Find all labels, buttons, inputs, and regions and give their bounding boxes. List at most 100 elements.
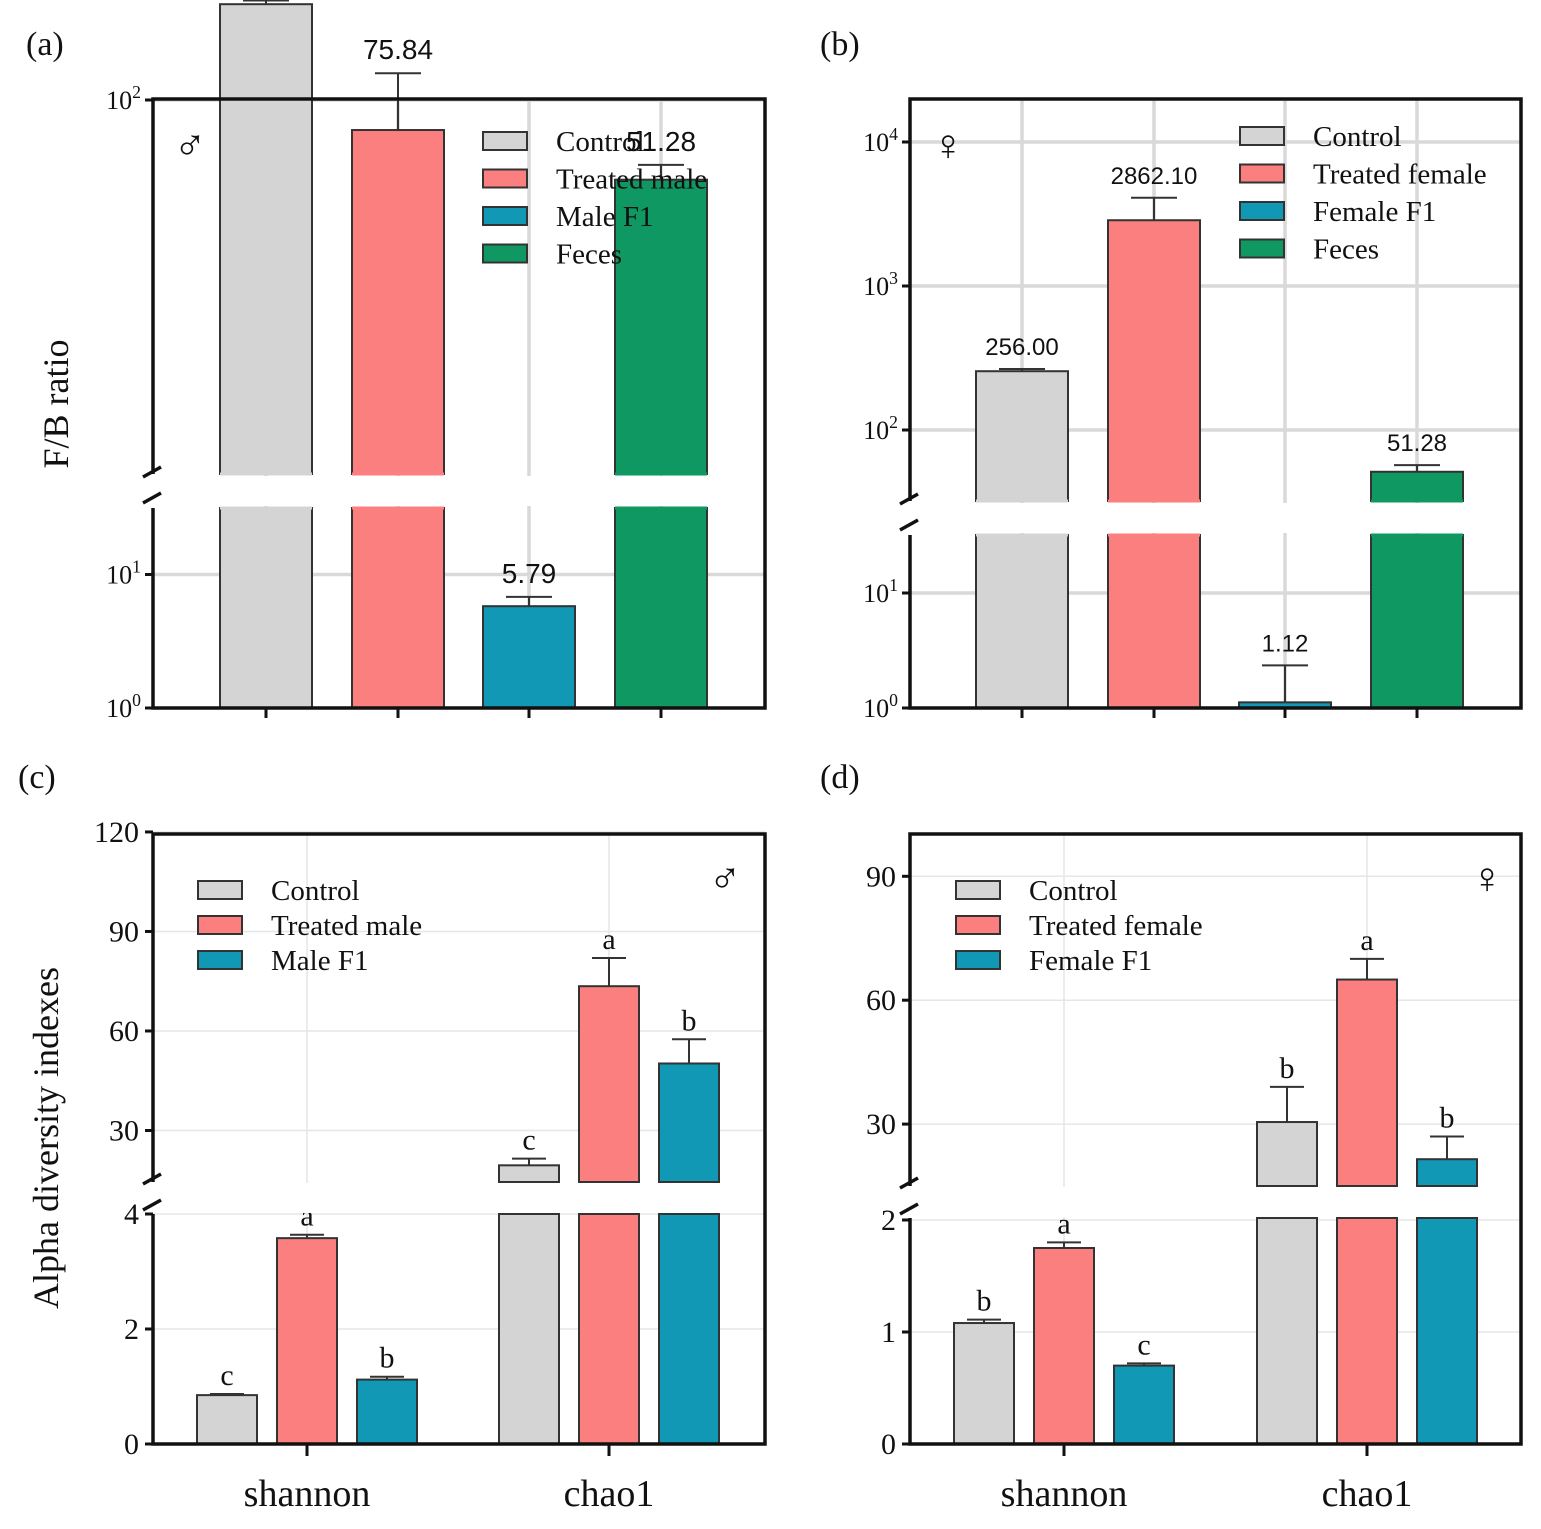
- panel-0-ylabel: F/B ratio: [36, 339, 76, 468]
- panel-3-significance-letter: c: [1137, 1328, 1150, 1361]
- panel-3-ytick-label: 0: [881, 1428, 896, 1461]
- panel-2-sex-symbol: ♂: [709, 854, 742, 903]
- panel-2-bar-0-1: [498, 1164, 560, 1183]
- panel-0-axis-break-mark: [142, 465, 162, 505]
- panel-3-legend-swatch-0: [955, 880, 1001, 900]
- panel-2-bar-2-1: [658, 1062, 720, 1183]
- panel-1-value-label-1: 2862.10: [1111, 163, 1198, 190]
- panel-0-ytick-label: 101: [106, 557, 141, 590]
- panel-0-frame: [151, 97, 767, 710]
- panel-3-ytick-label: 1: [881, 1316, 896, 1349]
- panel-3-ytick-label: 2: [881, 1204, 896, 1237]
- panel-1-legend-label-1: Treated female: [1313, 159, 1487, 191]
- panel-1-bar-0: [975, 370, 1069, 502]
- panel-0-ytick-label: 102: [106, 82, 141, 115]
- panel-3-axis-break-mark: [899, 1176, 919, 1216]
- panel-2-significance-letter: c: [522, 1124, 535, 1157]
- panel-1-value-label-2: 1.12: [1262, 630, 1309, 657]
- panel-3-xtick-label: shannon: [1001, 1473, 1128, 1515]
- panel-3-bar-1-0: [1033, 1247, 1095, 1445]
- panel-2-ytick-label: 0: [124, 1428, 139, 1461]
- panel-3-ytick-label: 60: [866, 984, 896, 1017]
- panel-2-legend-swatch-1: [197, 915, 243, 935]
- panel-0-value-label-3: 51.28: [626, 126, 696, 157]
- panel-3-bar-2-1: [1416, 1217, 1478, 1445]
- panel-2-bar-0-1: [498, 1213, 560, 1445]
- panel-3-bar-2-1: [1416, 1158, 1478, 1187]
- panel-3-significance-letter: a: [1360, 924, 1373, 957]
- panel-1-label: (b): [820, 26, 860, 63]
- panel-2-ytick-label: 30: [109, 1114, 139, 1147]
- panel-1-frame: [908, 97, 1523, 710]
- panel-3-legend-swatch-2: [955, 950, 1001, 970]
- panel-3-significance-letter: b: [1440, 1101, 1455, 1134]
- panel-3-ytick-label: 30: [866, 1108, 896, 1141]
- panel-1-bar-1: [1107, 219, 1201, 502]
- panel-2-bar-1-1: [578, 1213, 640, 1445]
- panel-0-legend-label-0: Control: [556, 126, 645, 158]
- panel-1-ytick-label: 101: [863, 575, 898, 608]
- panel-0-value-label-2: 5.79: [502, 558, 557, 589]
- panel-2-ylabel: Alpha diversity indexes: [26, 967, 66, 1309]
- panel-3-bar-0-1: [1256, 1121, 1318, 1188]
- panel-0-sex-symbol: ♂: [174, 121, 207, 170]
- panel-2-ytick-label: 2: [124, 1313, 139, 1346]
- panel-0-bar-2: [482, 605, 576, 710]
- panel-0-legend-label-3: Feces: [556, 239, 622, 271]
- panel-2-frame: [151, 832, 767, 1446]
- panel-1-value-label-0: 256.00: [985, 334, 1058, 361]
- panel-2-legend-swatch-0: [197, 880, 243, 900]
- panel-1-sex-symbol: ♀: [932, 121, 965, 170]
- panel-1-legend-swatch-1: [1239, 163, 1285, 184]
- panel-2-ytick-label: 60: [109, 1015, 139, 1048]
- panel-3-bar-2-0: [1113, 1364, 1175, 1445]
- panel-2-ytick-label: 4: [124, 1198, 139, 1231]
- panel-1-ytick-label: 100: [863, 690, 898, 723]
- panel-1-bar-3: [1370, 534, 1464, 709]
- panel-2-xtick-label: shannon: [244, 1473, 371, 1515]
- panel-3-legend-label-1: Treated female: [1029, 910, 1203, 942]
- panel-3-bar-0-1: [1256, 1217, 1318, 1445]
- panel-1-ytick-label: 104: [863, 124, 898, 157]
- panel-3-legend-label-0: Control: [1029, 875, 1118, 907]
- panel-0-bar-1: [351, 129, 445, 475]
- panel-1-legend-swatch-0: [1239, 126, 1285, 146]
- panel-3-frame: [908, 832, 1523, 1446]
- panel-2-ytick-label: 120: [94, 816, 139, 849]
- panel-0-bar-3: [614, 507, 708, 709]
- panel-3-bar-0-0: [953, 1322, 1015, 1446]
- panel-1-ytick-label: 103: [863, 268, 898, 301]
- panel-3-ytick-label: 90: [866, 860, 896, 893]
- panel-1-legend-swatch-3: [1239, 238, 1285, 259]
- panel-0-legend-swatch-1: [482, 168, 528, 189]
- panel-1-legend-label-0: Control: [1313, 121, 1402, 153]
- panel-3-label: (d): [820, 759, 860, 796]
- panel-0-bar-0: [219, 3, 313, 476]
- panel-0-label: (a): [26, 26, 64, 63]
- panel-3-xtick-label: chao1: [1322, 1473, 1413, 1515]
- panel-2-bar-2-1: [658, 1213, 720, 1445]
- panel-0-bar-1: [351, 507, 445, 709]
- panel-1-break-gap: [908, 503, 1523, 533]
- panel-1-legend-label-3: Feces: [1313, 234, 1379, 266]
- panel-2-legend-label-1: Treated male: [271, 910, 422, 942]
- panel-2-legend-swatch-2: [197, 950, 243, 970]
- panel-3-sex-symbol: ♀: [1471, 854, 1504, 903]
- panel-2-bar-0-0: [196, 1394, 258, 1445]
- panel-2-significance-letter: a: [602, 923, 615, 956]
- panel-0-legend-swatch-0: [482, 131, 528, 151]
- panel-3-bar-1-1: [1336, 1217, 1398, 1445]
- panel-2-xtick-label: chao1: [564, 1473, 655, 1515]
- panel-2-significance-letter: c: [220, 1359, 233, 1392]
- panel-2-bar-1-1: [578, 985, 640, 1183]
- panel-3-bar-1-1: [1336, 978, 1398, 1187]
- panel-2-significance-letter: b: [682, 1004, 697, 1037]
- panel-1-legend-swatch-2: [1239, 201, 1285, 221]
- panel-1-bar-1: [1107, 534, 1201, 709]
- panel-3-significance-letter: b: [977, 1285, 992, 1318]
- panel-1-legend-label-2: Female F1: [1313, 196, 1436, 228]
- panel-2-label: (c): [18, 759, 56, 796]
- panel-1-bar-0: [975, 534, 1069, 709]
- panel-2-legend-label-0: Control: [271, 875, 360, 907]
